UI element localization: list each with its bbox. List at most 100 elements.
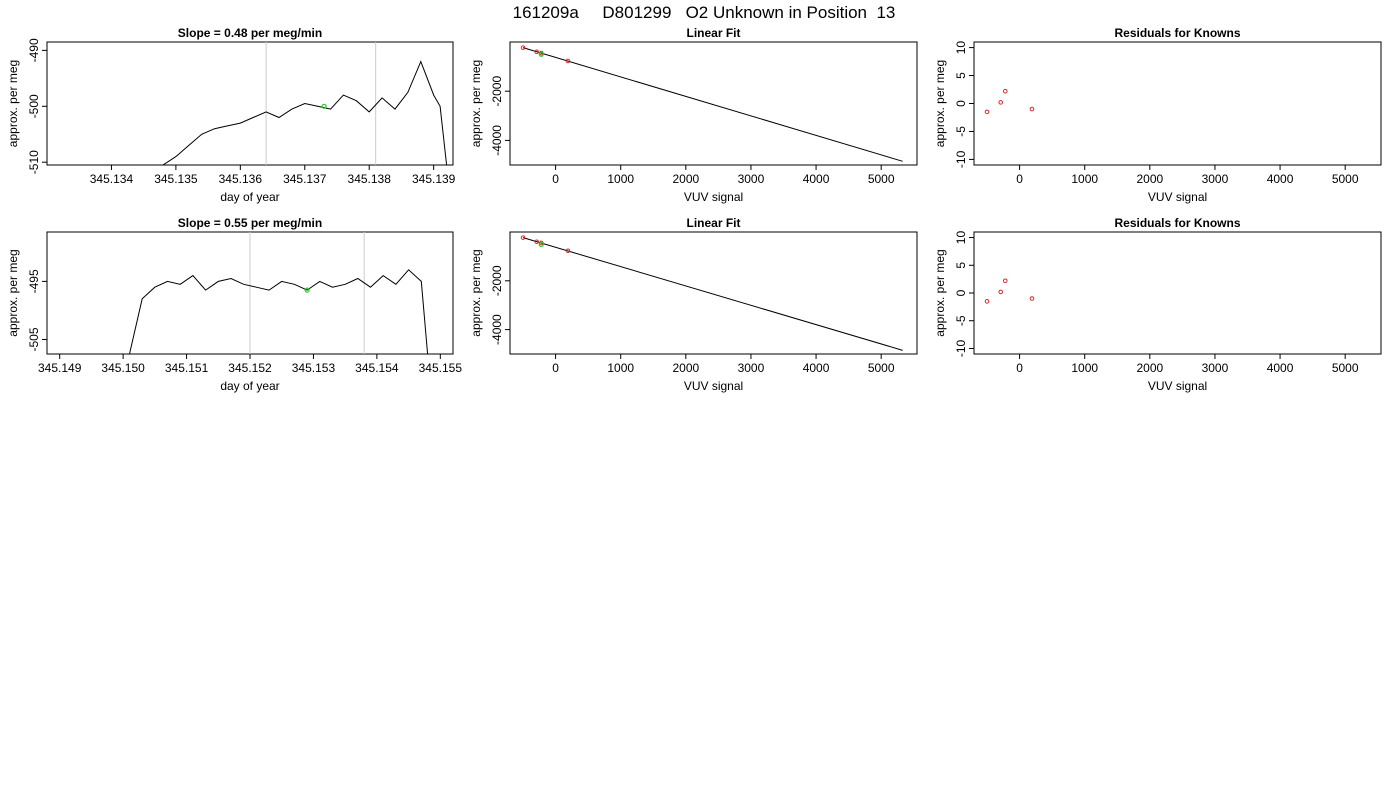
plot-frame xyxy=(46,41,454,166)
panel-title: Residuals for Knowns xyxy=(1114,216,1240,230)
highlight-point xyxy=(304,287,310,293)
plot-area xyxy=(984,88,1035,115)
y-tick-label: -490 xyxy=(27,38,41,62)
x-tick-label: 345.152 xyxy=(228,361,272,375)
x-axis-label: VUV signal xyxy=(684,379,743,393)
x-tick-label: 1000 xyxy=(607,361,634,375)
chart-panel-4: Slope = 0.55 per meg/min 345.149 345.150 34… xyxy=(6,216,462,393)
x-tick-label: 5000 xyxy=(1332,172,1359,186)
x-tick-label: 1000 xyxy=(607,172,634,186)
y-axis-label: approx. per meg xyxy=(933,60,947,147)
y-tick-label: 10 xyxy=(954,231,968,245)
plot-area xyxy=(129,232,429,354)
known-point xyxy=(1029,296,1035,301)
plot-area xyxy=(984,278,1035,304)
chart-panel-5: Linear Fit 0 1000 2000 3000 4000 5000 -2000 -400… xyxy=(469,216,918,393)
x-tick-label: 0 xyxy=(552,361,559,375)
y-axis-label: approx. per meg xyxy=(469,249,483,336)
fit-line xyxy=(522,237,903,351)
x-tick-label: 5000 xyxy=(868,361,895,375)
y-axis-label: approx. per meg xyxy=(933,249,947,336)
x-tick-label: 345.151 xyxy=(165,361,209,375)
panel-title: Linear Fit xyxy=(686,216,740,230)
known-point xyxy=(1002,278,1008,284)
known-point xyxy=(534,49,539,55)
y-tick-label: -495 xyxy=(27,269,41,293)
x-tick-label: 4000 xyxy=(1267,172,1294,186)
y-tick-label: 0 xyxy=(954,100,968,107)
panel-title: Residuals for Knowns xyxy=(1114,26,1240,40)
known-point xyxy=(984,109,990,115)
panels: Slope = 0.48 per meg/min 345.134 345.135 34… xyxy=(6,26,1382,393)
x-tick-label: 345.139 xyxy=(412,172,456,186)
x-tick-label: 345.149 xyxy=(38,361,82,375)
known-point xyxy=(520,45,526,50)
chart-panel-1: Slope = 0.48 per meg/min 345.134 345.135 34… xyxy=(6,26,456,204)
x-tick-label: 4000 xyxy=(803,172,830,186)
y-tick-label: -5 xyxy=(954,315,968,326)
chart-panel-6: Residuals for Knowns 0 1000 2000 3000 4000 500… xyxy=(933,216,1382,393)
y-tick-label: -4000 xyxy=(490,125,504,156)
x-tick-label: 345.150 xyxy=(101,361,145,375)
x-tick-label: 345.154 xyxy=(355,361,399,375)
y-tick-label: 0 xyxy=(954,289,968,296)
known-point xyxy=(534,239,539,245)
plot-frame xyxy=(509,41,918,166)
x-tick-label: 3000 xyxy=(1202,361,1229,375)
x-tick-label: 0 xyxy=(1016,361,1023,375)
x-tick-label: 2000 xyxy=(1136,361,1163,375)
known-point xyxy=(998,289,1003,295)
y-tick-label: -5 xyxy=(954,126,968,137)
plot-area xyxy=(162,42,448,165)
x-axis-label: VUV signal xyxy=(1148,379,1207,393)
y-tick-label: 10 xyxy=(954,41,968,55)
x-tick-label: 345.134 xyxy=(90,172,134,186)
x-tick-label: 1000 xyxy=(1071,172,1098,186)
x-tick-label: 3000 xyxy=(738,361,765,375)
y-tick-label: -510 xyxy=(27,150,41,174)
highlight-point xyxy=(321,103,327,109)
x-tick-label: 3000 xyxy=(1202,172,1229,186)
known-point xyxy=(565,248,571,254)
chart-panel-3: Residuals for Knowns 0 1000 2000 3000 4000 500… xyxy=(933,26,1382,204)
chart-panel-2: Linear Fit 0 1000 2000 3000 4000 5000 -2000 -400… xyxy=(469,26,918,204)
x-tick-label: 0 xyxy=(1016,172,1023,186)
x-axis-label: day of year xyxy=(220,379,279,393)
panel-title: Linear Fit xyxy=(686,26,740,40)
x-axis-label: VUV signal xyxy=(1148,190,1207,204)
y-tick-label: -4000 xyxy=(490,314,504,345)
x-tick-label: 345.137 xyxy=(283,172,327,186)
unknown-point xyxy=(538,241,544,248)
x-tick-label: 3000 xyxy=(738,172,765,186)
x-tick-label: 345.155 xyxy=(419,361,463,375)
x-tick-label: 2000 xyxy=(672,172,699,186)
y-tick-label: 5 xyxy=(954,72,968,79)
known-point xyxy=(565,58,571,64)
main-title: 161209a D801299 O2 Unknown in Position 1… xyxy=(513,3,896,22)
plot-area xyxy=(520,235,903,351)
x-tick-label: 2000 xyxy=(672,361,699,375)
panel-title: Slope = 0.55 per meg/min xyxy=(178,216,322,230)
x-tick-label: 5000 xyxy=(1332,361,1359,375)
series-line xyxy=(162,60,448,165)
y-tick-label: -2000 xyxy=(490,265,504,296)
known-point xyxy=(520,235,526,240)
x-tick-label: 5000 xyxy=(868,172,895,186)
x-axis-label: VUV signal xyxy=(684,190,743,204)
x-tick-label: 345.136 xyxy=(219,172,263,186)
panel-title: Slope = 0.48 per meg/min xyxy=(178,26,322,40)
y-tick-label: -500 xyxy=(27,94,41,118)
known-point xyxy=(1002,88,1008,94)
x-tick-label: 0 xyxy=(552,172,559,186)
x-tick-label: 1000 xyxy=(1071,361,1098,375)
x-tick-label: 4000 xyxy=(803,361,830,375)
unknown-point xyxy=(538,51,544,57)
x-tick-label: 345.138 xyxy=(348,172,392,186)
x-tick-label: 345.135 xyxy=(154,172,198,186)
plot-area xyxy=(520,45,903,162)
x-tick-label: 345.153 xyxy=(292,361,336,375)
y-tick-label: -10 xyxy=(954,339,968,357)
plot-frame xyxy=(509,231,918,355)
